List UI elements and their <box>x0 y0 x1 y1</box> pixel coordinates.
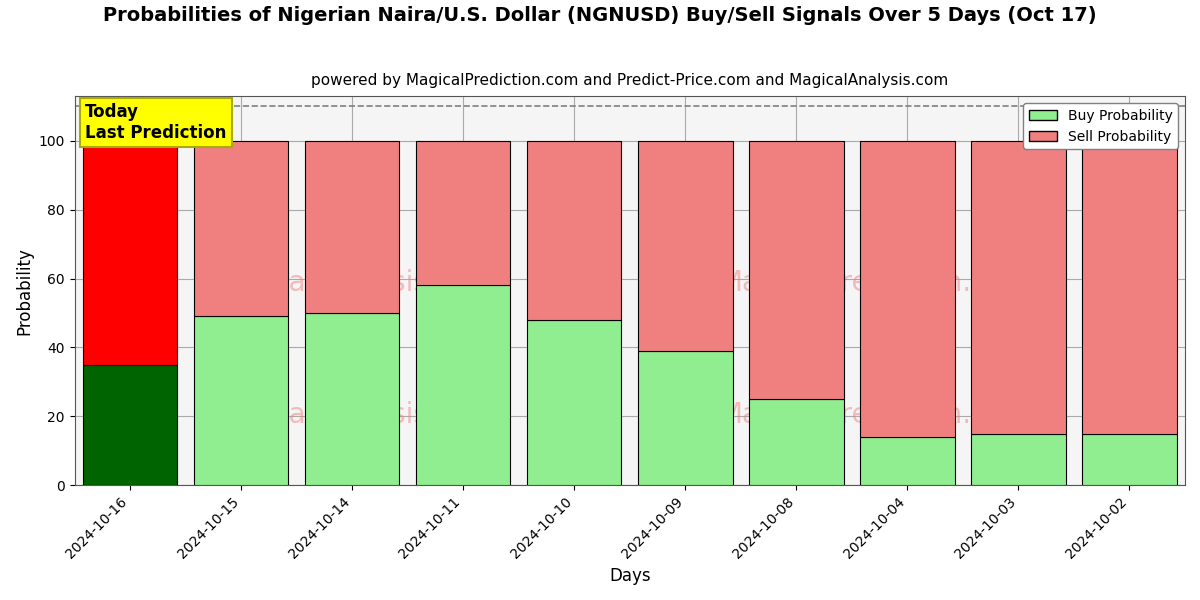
Bar <box>305 313 400 485</box>
Bar <box>194 316 288 485</box>
Bar <box>1082 434 1177 485</box>
Bar <box>638 351 732 485</box>
X-axis label: Days: Days <box>610 567 650 585</box>
Bar <box>416 286 510 485</box>
Text: MagicalPrediction.com: MagicalPrediction.com <box>718 401 1031 429</box>
Bar <box>1082 141 1177 434</box>
Bar <box>860 437 955 485</box>
Bar <box>749 141 844 399</box>
Title: powered by MagicalPrediction.com and Predict-Price.com and MagicalAnalysis.com: powered by MagicalPrediction.com and Pre… <box>311 73 948 88</box>
Bar <box>83 365 178 485</box>
Bar <box>749 399 844 485</box>
Text: MagicalPrediction.com: MagicalPrediction.com <box>718 269 1031 297</box>
Bar <box>194 141 288 316</box>
Text: Today
Last Prediction: Today Last Prediction <box>85 103 227 142</box>
Bar <box>305 141 400 313</box>
Bar <box>971 434 1066 485</box>
Bar <box>83 141 178 365</box>
Text: MagicalAnalysis.com: MagicalAnalysis.com <box>208 269 497 297</box>
Text: MagicalAnalysis.com: MagicalAnalysis.com <box>208 401 497 429</box>
Legend: Buy Probability, Sell Probability: Buy Probability, Sell Probability <box>1024 103 1178 149</box>
Bar <box>860 141 955 437</box>
Text: Probabilities of Nigerian Naira/U.S. Dollar (NGNUSD) Buy/Sell Signals Over 5 Day: Probabilities of Nigerian Naira/U.S. Dol… <box>103 6 1097 25</box>
Y-axis label: Probability: Probability <box>16 247 34 335</box>
Bar <box>416 141 510 286</box>
Bar <box>638 141 732 351</box>
Bar <box>971 141 1066 434</box>
Bar <box>527 320 622 485</box>
Bar <box>527 141 622 320</box>
